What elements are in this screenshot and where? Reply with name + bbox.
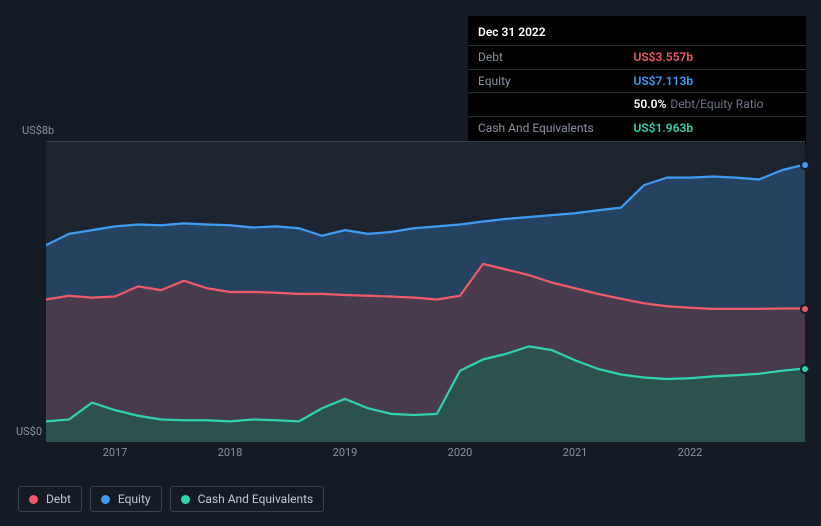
tooltip-row-debt: Debt US$3.557b: [468, 45, 806, 69]
legend-item-debt[interactable]: Debt: [18, 486, 82, 512]
tooltip-label: Debt: [468, 45, 623, 69]
tooltip-ratio-value: 50.0%: [633, 97, 666, 111]
legend-swatch: [181, 495, 190, 504]
tooltip-row-equity: Equity US$7.113b: [468, 69, 806, 93]
tooltip-label: Equity: [468, 69, 623, 93]
legend-swatch: [101, 495, 110, 504]
chart-plot-area: [46, 142, 805, 442]
legend-item-equity[interactable]: Equity: [90, 486, 162, 512]
legend-label: Cash And Equivalents: [198, 492, 314, 506]
x-axis: 201720182019202020212022: [46, 446, 805, 460]
tooltip-value: US$7.113b: [623, 69, 806, 93]
y-axis-label-max: US$8b: [22, 124, 54, 137]
tooltip-date: Dec 31 2022: [468, 24, 806, 45]
legend-label: Debt: [46, 492, 71, 506]
tooltip-value: 50.0% Debt/Equity Ratio: [623, 93, 806, 117]
legend-item-cash[interactable]: Cash And Equivalents: [170, 486, 325, 512]
legend-swatch: [29, 495, 38, 504]
tooltip-row-ratio: 50.0% Debt/Equity Ratio: [468, 93, 806, 117]
chart-svg: [46, 142, 805, 442]
financials-chart[interactable]: US$8b US$0 201720182019202020212022: [16, 120, 805, 460]
tooltip-ratio-sub: Debt/Equity Ratio: [670, 97, 763, 111]
chart-legend: Debt Equity Cash And Equivalents: [18, 486, 324, 512]
tooltip-value: US$3.557b: [623, 45, 806, 69]
y-axis-label-min: US$0: [16, 425, 42, 438]
legend-label: Equity: [118, 492, 151, 506]
tooltip-label: [468, 93, 623, 117]
